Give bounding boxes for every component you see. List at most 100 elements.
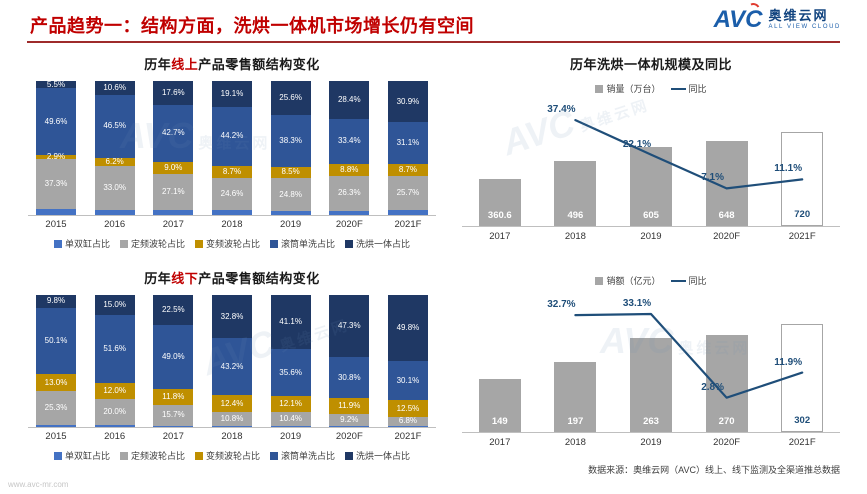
value-bar: 302 — [781, 324, 824, 432]
bar-segment: 12.1% — [270, 396, 311, 413]
x-axis-labels: 2015 2016 2017 2018 2019 2020F 2021F — [28, 219, 436, 230]
bar-segment — [387, 210, 428, 215]
avc-logo-cn: 奥维云网 — [768, 8, 829, 24]
segment-label: 12.4% — [220, 398, 244, 408]
avc-logo: AVC 奥维云网 ALL VIEW CLOUD — [714, 1, 841, 32]
bar-segment: 33.0% — [94, 165, 135, 211]
bar-segment: 13.0% — [36, 374, 76, 392]
legend-label: 单双缸占比 — [64, 239, 110, 249]
legend-swatch-icon — [595, 84, 604, 93]
bar-segment: 49.6% — [36, 88, 76, 155]
segment-label: 10.6% — [103, 83, 126, 93]
stacked-bar: 26.3% 8.8% 33.4% 28.4% — [329, 81, 370, 215]
segment-label: 8.8% — [340, 164, 359, 174]
bar-segment: 11.8% — [153, 389, 194, 405]
bar-segment: 43.2% — [211, 338, 252, 396]
bar-segment: 44.2% — [211, 106, 252, 166]
segment-label: 25.7% — [396, 187, 420, 197]
chart-title-suffix: 产品零售额结构变化 — [198, 57, 320, 72]
segment-label: 35.6% — [279, 367, 302, 377]
segment-label: 30.9% — [396, 96, 420, 106]
legend-label: 同比 — [688, 276, 707, 286]
bar-segment: 19.1% — [211, 81, 252, 107]
bar-segment: 31.1% — [387, 122, 428, 165]
bar-segment: 5.5% — [36, 80, 76, 89]
yoy-label: 37.4% — [547, 104, 576, 116]
bar-segment: 12.5% — [387, 400, 428, 417]
bar-segment: 8.5% — [270, 166, 311, 179]
legend-line-icon — [670, 87, 686, 90]
segment-label: 38.3% — [279, 136, 302, 145]
x-tick-label: 2017 — [162, 219, 184, 230]
plot-area: 37.3% 2.9% 49.6% 5.5% 33.0% 6.2% 46.5% 10.6% 27.… — [28, 80, 436, 216]
chart-legend: 销量（万台） 同比 — [462, 82, 840, 95]
legend-label: 滚筒单洗占比 — [281, 451, 336, 461]
segment-label: 30.1% — [396, 375, 420, 385]
stacked-bar: 25.3% 13.0% 50.1% 9.8% — [36, 295, 76, 427]
x-tick-label: 2021F — [788, 231, 816, 242]
legend-swatch-icon — [194, 451, 203, 460]
bar-segment: 32.8% — [211, 295, 252, 339]
volume-yoy-chart: 历年洗烘一体机规模及同比 销量（万台） 同比 360.6 496 605 648 720 37.… — [462, 54, 840, 242]
title-underline — [27, 41, 840, 43]
avc-logo-abbr: AVC — [714, 1, 762, 32]
bar-segment: 30.8% — [329, 357, 370, 399]
bar-segment: 20.0% — [94, 398, 135, 426]
legend-item: 变频波轮占比 — [194, 449, 260, 462]
stacked-bar: 33.0% 6.2% 46.5% 10.6% — [94, 81, 135, 215]
segment-label: 28.4% — [337, 95, 361, 105]
bar-segment — [36, 208, 76, 215]
segment-label: 26.3% — [337, 188, 361, 198]
x-tick-label: 2018 — [564, 437, 586, 448]
segment-label: 43.2% — [220, 361, 244, 371]
x-tick-label: 2017 — [489, 231, 511, 242]
yoy-label: 11.1% — [774, 163, 803, 175]
legend-item: 销额（亿元） — [595, 274, 661, 287]
bar-segment: 41.1% — [270, 295, 311, 350]
chart-title-prefix: 历年 — [144, 271, 172, 286]
x-tick-label: 2019 — [640, 437, 662, 448]
legend-swatch-icon — [194, 239, 203, 248]
x-axis-labels: 2017 2018 2019 2020F 2021F — [462, 437, 840, 448]
bar-segment: 9.8% — [36, 295, 76, 308]
legend-item: 同比 — [670, 82, 707, 95]
segment-label: 27.1% — [161, 187, 185, 197]
segment-label: 49.6% — [44, 116, 68, 126]
yoy-label: 2.8% — [701, 381, 724, 393]
legend-label: 洗烘一体占比 — [356, 239, 411, 249]
segment-label: 31.1% — [396, 138, 420, 148]
segment-label: 32.8% — [220, 311, 244, 321]
chart-title: 历年洗烘一体机规模及同比 — [569, 57, 732, 72]
bar-value-label: 263 — [643, 416, 659, 427]
x-tick-label: 2019 — [280, 219, 302, 230]
bar-segment: 27.1% — [153, 173, 194, 211]
value-bar: 149 — [478, 378, 521, 432]
stacked-bar: 20.0% 12.0% 51.6% 15.0% — [94, 295, 135, 427]
bar-segment — [270, 425, 311, 427]
segment-label: 33.4% — [337, 136, 361, 146]
legend-label: 变频波轮占比 — [205, 451, 260, 461]
bar-segment — [153, 425, 194, 427]
bar-segment: 24.8% — [270, 178, 311, 212]
chart-title-highlight: 线上 — [171, 57, 199, 72]
avc-logo-names: 奥维云网 ALL VIEW CLOUD — [768, 8, 841, 31]
legend-swatch-icon — [270, 451, 278, 460]
segment-label: 42.7% — [161, 128, 185, 138]
x-tick-label: 2020F — [713, 437, 741, 448]
segment-label: 6.8% — [398, 416, 418, 426]
plot-area: 360.6 496 605 648 720 37.4% 22.1% 7.1% 11.1% — [462, 103, 840, 227]
legend-item: 同比 — [670, 274, 707, 287]
bar-segment: 25.3% — [36, 391, 76, 425]
legend-item: 定频波轮占比 — [119, 237, 185, 250]
stacked-bar: 25.7% 8.7% 31.1% 30.9% — [387, 81, 428, 215]
segment-label: 19.1% — [220, 88, 244, 98]
bar-segment: 46.5% — [94, 95, 135, 158]
segment-label: 12.0% — [103, 385, 126, 395]
segment-label: 17.6% — [161, 87, 185, 97]
bar-segment: 30.9% — [387, 81, 428, 123]
bar-segment — [387, 425, 428, 427]
value-bar: 720 — [781, 132, 824, 226]
online-structure-chart: 历年线上产品零售额结构变化 37.3% 2.9% 49.6% 5.5% 33.0% 6.2%… — [28, 54, 436, 250]
x-tick-label: 2015 — [45, 219, 67, 230]
legend-swatch-icon — [53, 451, 62, 460]
